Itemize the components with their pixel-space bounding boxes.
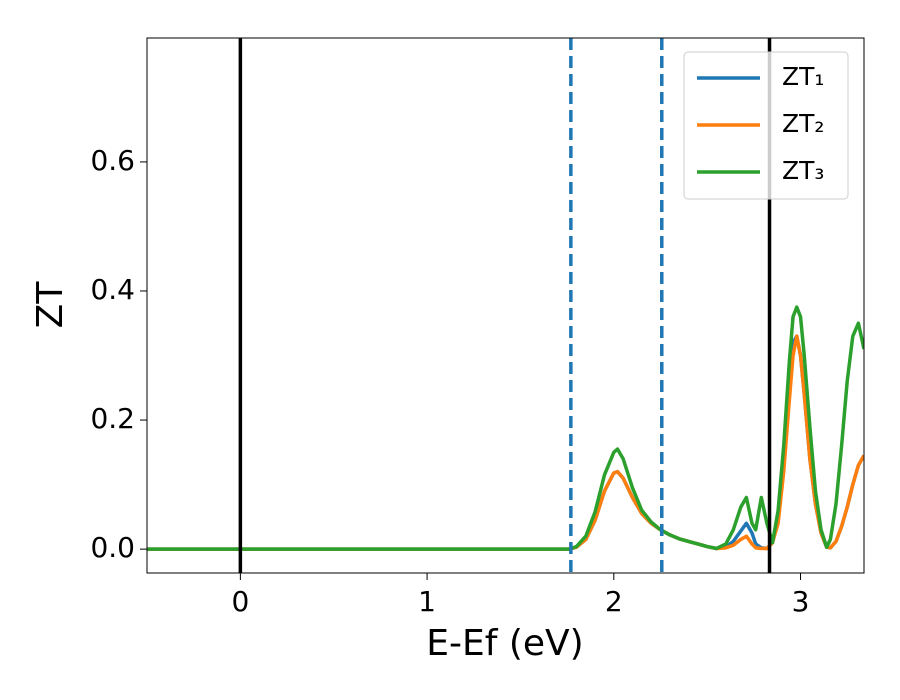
y-tick-label: 0.6 (90, 144, 135, 177)
legend-box (683, 51, 849, 200)
y-axis-label: ZT (30, 281, 71, 329)
legend-label: ZT₁ (782, 62, 824, 91)
x-tick-label: 1 (418, 585, 436, 618)
x-tick-label: 2 (605, 585, 623, 618)
plot-area (147, 38, 864, 573)
legend-label: ZT₂ (782, 109, 824, 138)
legend-label: ZT₃ (782, 156, 824, 185)
y-tick-label: 0.0 (90, 531, 135, 564)
x-tick-label: 3 (792, 585, 810, 618)
y-tick-label: 0.2 (90, 402, 135, 435)
x-tick-label: 0 (231, 585, 249, 618)
series-line (147, 305, 864, 551)
x-axis-label: E-Ef (eV) (426, 623, 583, 664)
y-tick-label: 0.4 (90, 273, 135, 306)
plot-frame (146, 37, 865, 574)
